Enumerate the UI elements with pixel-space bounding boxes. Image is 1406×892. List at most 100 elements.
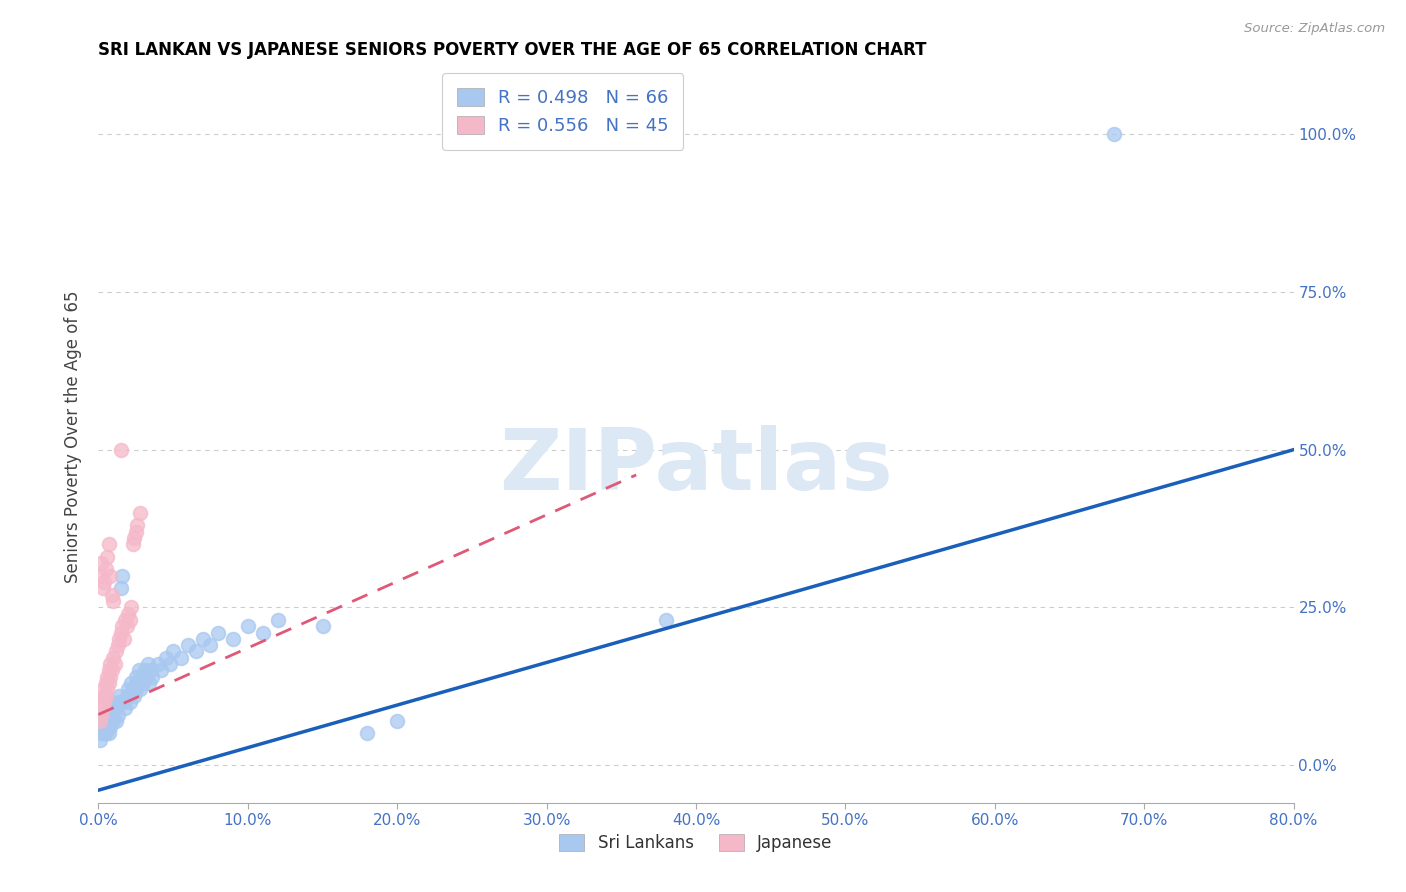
Point (177, 638, 200, 652)
Point (101, 695, 124, 709)
Point (90, 726, 112, 740)
Point (155, 650, 177, 665)
Point (89, 569, 111, 583)
Point (96, 549, 118, 564)
Point (150, 664, 173, 678)
Point (200, 638, 222, 652)
Point (655, 613, 678, 627)
Point (108, 689, 131, 703)
Point (105, 644, 128, 658)
Point (90, 556, 112, 570)
Text: Source: ZipAtlas.com: Source: ZipAtlas.com (1244, 22, 1385, 36)
Point (91, 582, 114, 596)
Point (207, 625, 229, 640)
Point (159, 657, 181, 671)
Point (127, 676, 149, 690)
Point (112, 695, 135, 709)
Point (120, 600, 142, 615)
Point (101, 588, 124, 602)
Point (108, 695, 131, 709)
Point (121, 682, 143, 697)
Point (97, 726, 120, 740)
Point (103, 714, 125, 728)
Point (98, 657, 122, 671)
Point (101, 707, 124, 722)
Point (236, 619, 259, 633)
Point (267, 613, 290, 627)
Point (91, 682, 114, 697)
Point (89, 732, 111, 747)
Point (104, 701, 127, 715)
Point (105, 714, 128, 728)
Point (110, 625, 132, 640)
Point (97, 714, 120, 728)
Y-axis label: Seniors Poverty Over the Age of 65: Seniors Poverty Over the Age of 65 (65, 291, 83, 583)
Point (125, 682, 148, 697)
Point (89, 714, 111, 728)
Point (94, 714, 117, 728)
Point (94, 562, 117, 576)
Point (124, 689, 146, 703)
Point (125, 524, 148, 539)
Point (129, 682, 152, 697)
Point (97, 537, 120, 551)
Point (94, 689, 117, 703)
Point (96, 720, 118, 734)
Point (101, 664, 124, 678)
Point (90, 720, 112, 734)
Point (114, 701, 136, 715)
Point (96, 707, 118, 722)
Point (108, 632, 131, 646)
Point (128, 664, 150, 678)
Point (118, 613, 141, 627)
Point (94, 676, 117, 690)
Point (311, 619, 333, 633)
Point (94, 726, 117, 740)
Legend: Sri Lankans, Japanese: Sri Lankans, Japanese (551, 825, 841, 860)
Point (139, 664, 162, 678)
Point (385, 714, 409, 728)
Point (252, 625, 274, 640)
Point (115, 619, 138, 633)
Point (117, 682, 139, 697)
Text: SRI LANKAN VS JAPANESE SENIORS POVERTY OVER THE AGE OF 65 CORRELATION CHART: SRI LANKAN VS JAPANESE SENIORS POVERTY O… (98, 41, 927, 59)
Point (103, 594, 125, 608)
Point (91, 714, 114, 728)
Point (98, 701, 122, 715)
Point (112, 632, 135, 646)
Point (136, 657, 159, 671)
Point (1104, 128, 1126, 142)
Point (93, 689, 115, 703)
Point (96, 682, 118, 697)
Point (93, 575, 115, 590)
Point (118, 695, 141, 709)
Text: ZIPatlas: ZIPatlas (499, 425, 893, 508)
Point (103, 650, 125, 665)
Point (107, 638, 129, 652)
Point (93, 695, 115, 709)
Point (117, 607, 139, 621)
Point (162, 644, 184, 658)
Point (115, 689, 138, 703)
Point (110, 442, 132, 457)
Point (90, 707, 112, 722)
Point (132, 676, 155, 690)
Point (91, 707, 114, 722)
Point (120, 676, 142, 690)
Point (114, 613, 136, 627)
Point (184, 644, 207, 658)
Point (91, 701, 114, 715)
Point (141, 670, 163, 684)
Point (98, 720, 122, 734)
Point (107, 707, 129, 722)
Point (356, 726, 378, 740)
Point (148, 657, 170, 671)
Point (111, 569, 134, 583)
Point (125, 670, 148, 684)
Point (98, 569, 122, 583)
Point (222, 632, 245, 646)
Point (93, 720, 115, 734)
Point (131, 670, 153, 684)
Point (111, 619, 134, 633)
Point (110, 582, 132, 596)
